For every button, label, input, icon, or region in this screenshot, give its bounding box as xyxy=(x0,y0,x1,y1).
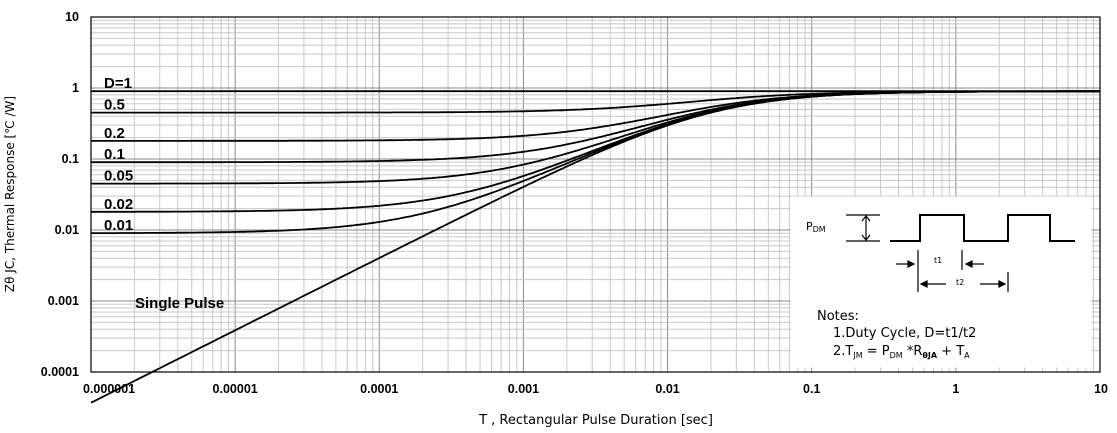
pulse-inset: PDM t1 t2 Notes: 1.Duty Cycle, D=t1/ xyxy=(790,196,1092,368)
note-tjm-formula: 2.TJM = PDM *RθJA + TA xyxy=(833,344,970,360)
curve-label: 0.02 xyxy=(104,196,133,213)
x-tick-label: 0.1 xyxy=(803,382,820,396)
curve-label: 0.1 xyxy=(104,146,125,163)
t1-dimension xyxy=(896,250,984,292)
note-duty-cycle: 1.Duty Cycle, D=t1/t2 xyxy=(833,326,976,341)
curve-label: 0.5 xyxy=(104,97,125,114)
x-tick-label: 10 xyxy=(1094,382,1108,396)
x-tick-labels: 0.000001 0.00001 0.0001 0.001 0.01 0.1 1 10 xyxy=(83,382,1108,396)
curves xyxy=(90,90,1100,404)
curve-label: 0.05 xyxy=(104,168,133,185)
inset-background xyxy=(790,196,1092,368)
y-tick-label: 0.0001 xyxy=(41,365,79,379)
x-tick-label: 0.01 xyxy=(655,382,679,396)
y-tick-label: 0.1 xyxy=(62,152,79,166)
pdm-label: PDM xyxy=(806,220,826,234)
y-tick-labels: 10 1 0.1 0.01 0.001 0.0001 xyxy=(41,10,79,379)
curve-single-pulse xyxy=(90,90,1100,404)
x-tick-label: 0.0001 xyxy=(360,382,398,396)
curve-label: 0.2 xyxy=(104,125,125,142)
x-tick-label: 0.000001 xyxy=(83,382,135,396)
x-tick-label: 0.00001 xyxy=(213,382,258,396)
x-axis-label: T , Rectangular Pulse Duration [sec] xyxy=(478,413,713,428)
curve-label: D=1 xyxy=(104,75,132,92)
x-tick-label: 1 xyxy=(952,382,959,396)
curve-label: 0.01 xyxy=(104,217,133,234)
pulse-waveform xyxy=(890,214,1075,242)
t2-dimension xyxy=(919,272,1009,292)
t1-label: t1 xyxy=(934,256,942,265)
pdm-dimension xyxy=(846,214,880,242)
y-axis-label: Zθ JC, Thermal Response [℃ /W] xyxy=(3,96,17,292)
x-tick-label: 0.001 xyxy=(508,382,539,396)
curve-labels: D=1 0.5 0.2 0.1 0.05 0.02 0.01 Single Pulse xyxy=(104,75,224,312)
grid xyxy=(90,17,1100,373)
y-tick-label: 0.001 xyxy=(48,294,79,308)
y-tick-label: 0.01 xyxy=(55,223,79,237)
y-tick-label: 10 xyxy=(65,10,79,24)
notes-title: Notes: xyxy=(817,309,859,324)
plot-frame xyxy=(90,16,1101,373)
curve-label: Single Pulse xyxy=(135,295,224,312)
t2-label: t2 xyxy=(956,278,964,287)
y-tick-label: 1 xyxy=(72,81,79,95)
